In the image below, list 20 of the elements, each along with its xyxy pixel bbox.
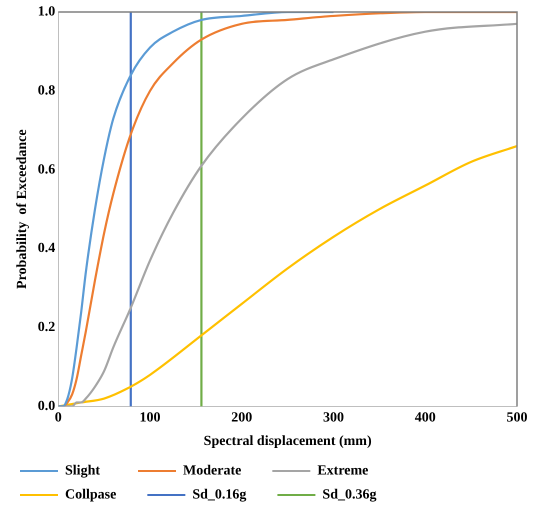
y-tick-label: 1.0 (38, 4, 56, 20)
x-tick-label: 200 (231, 410, 252, 426)
y-tick-label: 0.2 (38, 320, 56, 336)
y-tick-label: 0.6 (38, 162, 56, 178)
legend-label: Sd_0.36g (322, 488, 398, 503)
legend-label: Slight (65, 464, 128, 479)
x-tick-label: 500 (506, 410, 528, 426)
x-axis-title: Spectral displacement (mm) (204, 434, 372, 450)
x-tick-label: 100 (140, 410, 161, 426)
y-tick-label: 0.8 (38, 83, 56, 98)
legend-label: Sd_0.16g (192, 488, 268, 503)
y-tick-label: 0.0 (38, 399, 56, 414)
y-axis-title: Probability of Exceedance (15, 129, 30, 289)
x-tick-label: 400 (414, 410, 436, 426)
legend-label: Collpase (65, 488, 138, 503)
x-tick-label: 300 (323, 410, 344, 426)
y-tick-label: 0.4 (38, 241, 56, 256)
legend-label: Extreme (317, 464, 393, 479)
x-tick-label: 0 (54, 410, 62, 426)
legend-label: Moderate (183, 464, 262, 479)
